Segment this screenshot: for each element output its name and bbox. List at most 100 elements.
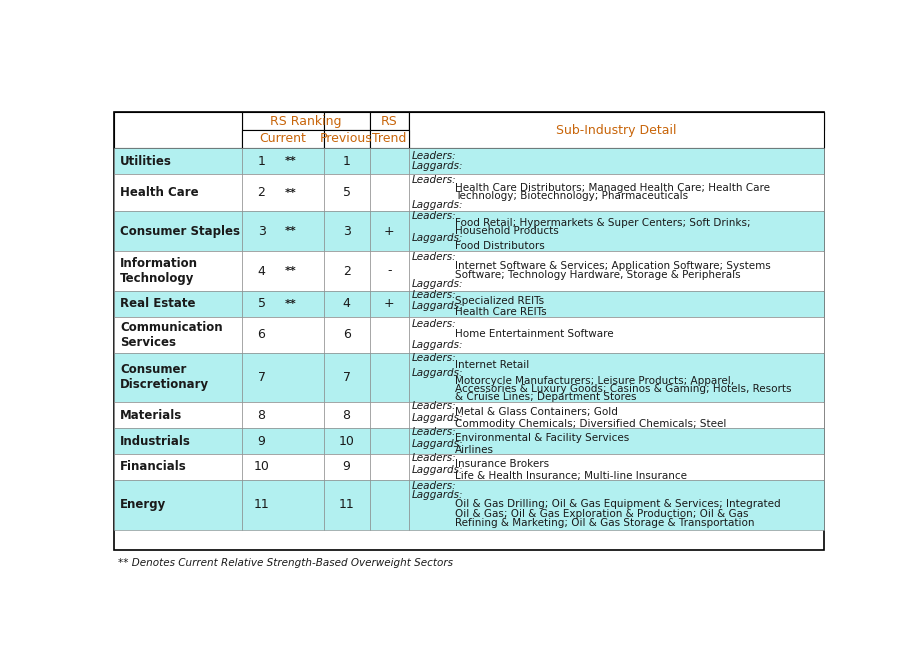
Bar xyxy=(370,251,409,291)
Text: Household Products: Household Products xyxy=(455,226,558,236)
Text: Leaders:: Leaders: xyxy=(412,427,457,437)
Text: Leaders:: Leaders: xyxy=(412,151,457,161)
Text: Leaders:: Leaders: xyxy=(412,401,457,411)
Bar xyxy=(114,402,242,428)
Text: 7: 7 xyxy=(342,371,350,384)
Text: 5: 5 xyxy=(257,297,265,310)
Text: 10: 10 xyxy=(339,435,354,448)
Text: Health Care Distributors; Managed Health Care; Health Care: Health Care Distributors; Managed Health… xyxy=(455,183,770,193)
Text: Leaders:: Leaders: xyxy=(412,353,457,362)
Text: Internet Retail: Internet Retail xyxy=(455,360,529,370)
Bar xyxy=(409,251,824,291)
Bar xyxy=(370,428,409,454)
Text: Laggards:: Laggards: xyxy=(412,200,464,210)
Bar xyxy=(370,174,409,211)
Bar xyxy=(242,251,324,291)
Text: 10: 10 xyxy=(253,461,269,474)
Text: Health Care: Health Care xyxy=(120,186,199,199)
Text: Energy: Energy xyxy=(120,498,167,511)
Text: Airlines: Airlines xyxy=(455,444,494,455)
Text: **: ** xyxy=(285,266,296,276)
Bar xyxy=(324,174,370,211)
Bar xyxy=(370,454,409,480)
Bar xyxy=(324,428,370,454)
Text: Real Estate: Real Estate xyxy=(120,297,196,310)
Text: -: - xyxy=(387,264,392,278)
Bar xyxy=(370,353,409,402)
Bar xyxy=(370,211,409,251)
Bar xyxy=(409,317,824,353)
Text: 4: 4 xyxy=(343,297,350,310)
Text: 6: 6 xyxy=(343,328,350,341)
Text: Consumer
Discretionary: Consumer Discretionary xyxy=(120,364,210,391)
Bar xyxy=(409,402,824,428)
Text: 4: 4 xyxy=(258,264,265,278)
Text: Consumer Staples: Consumer Staples xyxy=(120,225,240,238)
Text: 8: 8 xyxy=(342,409,350,422)
Text: Laggards:: Laggards: xyxy=(412,162,464,171)
Text: +: + xyxy=(384,225,394,238)
Bar xyxy=(114,112,242,148)
Bar xyxy=(324,454,370,480)
Text: RS: RS xyxy=(381,114,397,127)
Text: Industrials: Industrials xyxy=(120,435,191,448)
Bar xyxy=(242,454,324,480)
Text: **: ** xyxy=(285,188,296,198)
Text: Health Care REITs: Health Care REITs xyxy=(455,307,546,317)
Text: +: + xyxy=(384,297,394,310)
Bar xyxy=(114,428,242,454)
Text: Laggards:: Laggards: xyxy=(412,368,464,378)
Text: Sub-Industry Detail: Sub-Industry Detail xyxy=(555,124,676,137)
Bar xyxy=(114,174,242,211)
Text: 3: 3 xyxy=(258,225,265,238)
Bar xyxy=(242,148,324,174)
Text: Life & Health Insurance; Multi-line Insurance: Life & Health Insurance; Multi-line Insu… xyxy=(455,470,687,481)
Bar xyxy=(114,112,242,130)
Text: Food Retail; Hypermarkets & Super Centers; Soft Drinks;: Food Retail; Hypermarkets & Super Center… xyxy=(455,218,750,229)
Bar xyxy=(242,211,324,251)
Text: RS Ranking: RS Ranking xyxy=(270,114,341,127)
Bar xyxy=(409,353,824,402)
Bar xyxy=(370,480,409,530)
Text: Laggards:: Laggards: xyxy=(412,302,464,311)
Text: Communication
Services: Communication Services xyxy=(120,320,222,349)
Text: Laggards:: Laggards: xyxy=(412,233,464,244)
Text: 9: 9 xyxy=(343,461,350,474)
Text: Previous: Previous xyxy=(320,132,373,145)
Bar xyxy=(370,130,409,148)
Text: 5: 5 xyxy=(342,186,350,199)
Text: Leaders:: Leaders: xyxy=(412,453,457,463)
Text: Specialized REITs: Specialized REITs xyxy=(455,296,544,306)
Text: Laggards:: Laggards: xyxy=(412,279,464,289)
Text: Leaders:: Leaders: xyxy=(412,252,457,262)
Bar xyxy=(114,480,242,530)
Text: Metal & Glass Containers; Gold: Metal & Glass Containers; Gold xyxy=(455,407,618,417)
Text: 3: 3 xyxy=(343,225,350,238)
Bar xyxy=(409,480,824,530)
Bar xyxy=(114,353,242,402)
Text: Food Distributors: Food Distributors xyxy=(455,240,544,251)
Bar xyxy=(409,211,824,251)
Bar xyxy=(114,251,242,291)
Bar xyxy=(370,112,409,130)
Bar xyxy=(324,130,370,148)
Bar xyxy=(409,291,824,317)
Text: Leaders:: Leaders: xyxy=(412,318,457,329)
Bar xyxy=(114,112,824,550)
Bar xyxy=(114,454,242,480)
Bar xyxy=(409,148,824,174)
Bar xyxy=(409,112,824,148)
Text: Laggards:: Laggards: xyxy=(412,413,464,423)
Text: **: ** xyxy=(285,226,296,236)
Bar xyxy=(324,112,370,130)
Text: Leaders:: Leaders: xyxy=(412,211,457,221)
Text: Software; Technology Hardware, Storage & Peripherals: Software; Technology Hardware, Storage &… xyxy=(455,270,740,280)
Text: 2: 2 xyxy=(343,264,350,278)
Bar xyxy=(242,174,324,211)
Text: Leaders:: Leaders: xyxy=(412,174,457,185)
Bar xyxy=(242,317,324,353)
Text: 9: 9 xyxy=(258,435,265,448)
Bar xyxy=(114,211,242,251)
Text: & Cruise Lines; Department Stores: & Cruise Lines; Department Stores xyxy=(455,391,636,402)
Text: 7: 7 xyxy=(257,371,265,384)
